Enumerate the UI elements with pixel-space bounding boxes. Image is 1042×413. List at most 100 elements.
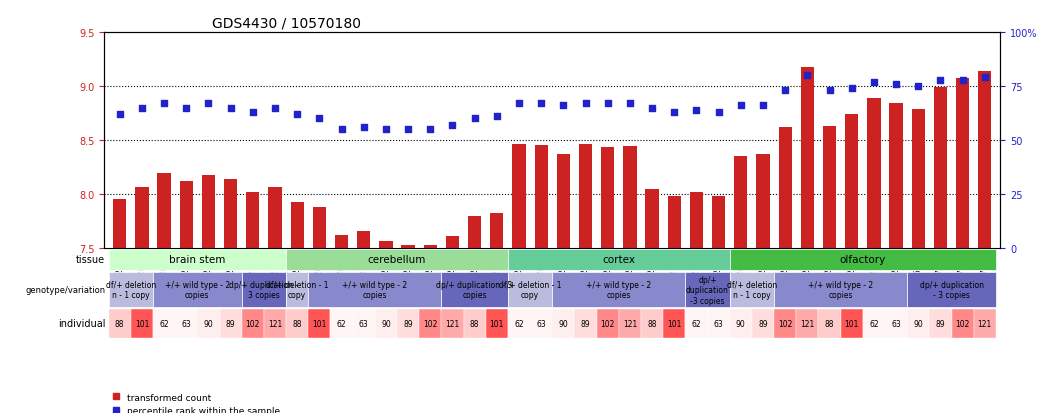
Point xyxy=(200,101,217,107)
FancyBboxPatch shape xyxy=(774,272,908,308)
FancyBboxPatch shape xyxy=(242,309,264,338)
Text: tissue: tissue xyxy=(76,255,105,265)
Text: 121: 121 xyxy=(268,319,282,328)
Text: 90: 90 xyxy=(559,319,568,328)
Text: 89: 89 xyxy=(759,319,768,328)
Text: dp/+ duplication - 3
copies: dp/+ duplication - 3 copies xyxy=(437,280,513,300)
Bar xyxy=(823,126,836,248)
FancyBboxPatch shape xyxy=(108,249,287,271)
Point xyxy=(866,79,883,86)
FancyBboxPatch shape xyxy=(796,309,818,338)
Point xyxy=(821,88,838,95)
Bar xyxy=(712,197,725,248)
Text: 90: 90 xyxy=(736,319,746,328)
Text: 63: 63 xyxy=(181,319,191,328)
FancyBboxPatch shape xyxy=(729,309,752,338)
Point xyxy=(511,101,527,107)
Point xyxy=(333,126,350,133)
Point xyxy=(976,75,993,81)
Point xyxy=(622,101,639,107)
Text: +/+ wild type - 2
copies: +/+ wild type - 2 copies xyxy=(342,280,407,300)
FancyBboxPatch shape xyxy=(153,272,242,308)
Text: individual: individual xyxy=(57,318,105,328)
Point xyxy=(555,103,572,109)
Bar xyxy=(401,246,415,248)
Bar xyxy=(357,232,370,248)
FancyBboxPatch shape xyxy=(729,249,996,271)
FancyBboxPatch shape xyxy=(442,309,464,338)
Text: 62: 62 xyxy=(159,319,169,328)
Text: cortex: cortex xyxy=(602,255,636,265)
Bar xyxy=(246,192,259,248)
Text: df/+ deletion
n - 1 copy: df/+ deletion n - 1 copy xyxy=(726,280,777,300)
Bar xyxy=(845,115,859,248)
FancyBboxPatch shape xyxy=(375,309,397,338)
FancyBboxPatch shape xyxy=(397,309,419,338)
Text: 88: 88 xyxy=(293,319,302,328)
Point xyxy=(799,73,816,79)
FancyBboxPatch shape xyxy=(153,309,175,338)
Bar xyxy=(313,207,326,248)
FancyBboxPatch shape xyxy=(841,309,863,338)
Point xyxy=(644,105,661,112)
Bar xyxy=(424,246,437,248)
Bar xyxy=(890,104,902,248)
FancyBboxPatch shape xyxy=(131,309,153,338)
Text: 88: 88 xyxy=(470,319,479,328)
Bar xyxy=(934,88,947,248)
Text: GDS4430 / 10570180: GDS4430 / 10570180 xyxy=(212,17,361,31)
Bar xyxy=(601,148,615,248)
FancyBboxPatch shape xyxy=(641,309,663,338)
Text: +/+ wild type - 2
copies: +/+ wild type - 2 copies xyxy=(165,280,230,300)
FancyBboxPatch shape xyxy=(197,309,220,338)
Bar xyxy=(668,197,680,248)
Text: 121: 121 xyxy=(445,319,460,328)
Point xyxy=(155,101,172,107)
Text: cerebellum: cerebellum xyxy=(368,255,426,265)
Point xyxy=(954,77,971,83)
Point xyxy=(400,126,417,133)
Bar xyxy=(556,154,570,248)
Text: 102: 102 xyxy=(600,319,615,328)
Point xyxy=(933,77,949,83)
Bar xyxy=(800,67,814,248)
Point xyxy=(489,114,505,120)
Bar xyxy=(114,199,126,248)
Point xyxy=(111,112,128,118)
FancyBboxPatch shape xyxy=(729,272,774,308)
Text: 90: 90 xyxy=(381,319,391,328)
Legend: transformed count, percentile rank within the sample: transformed count, percentile rank withi… xyxy=(108,389,283,413)
FancyBboxPatch shape xyxy=(951,309,973,338)
Point xyxy=(245,109,262,116)
Point xyxy=(843,85,860,92)
Point xyxy=(711,109,727,116)
Text: 88: 88 xyxy=(825,319,835,328)
FancyBboxPatch shape xyxy=(863,309,885,338)
FancyBboxPatch shape xyxy=(885,309,908,338)
Point xyxy=(311,116,327,122)
FancyBboxPatch shape xyxy=(287,309,308,338)
FancyBboxPatch shape xyxy=(486,309,507,338)
Point xyxy=(444,122,461,129)
Bar xyxy=(690,192,703,248)
Bar xyxy=(978,72,991,248)
Text: 63: 63 xyxy=(358,319,369,328)
Text: +/+ wild type - 2
copies: +/+ wild type - 2 copies xyxy=(808,280,873,300)
FancyBboxPatch shape xyxy=(287,249,507,271)
Text: dp/+
duplication
-3 copies: dp/+ duplication -3 copies xyxy=(686,275,729,305)
FancyBboxPatch shape xyxy=(597,309,619,338)
Text: 62: 62 xyxy=(337,319,346,328)
Point xyxy=(688,107,704,114)
Point xyxy=(267,105,283,112)
FancyBboxPatch shape xyxy=(908,309,929,338)
FancyBboxPatch shape xyxy=(663,309,686,338)
FancyBboxPatch shape xyxy=(818,309,841,338)
Text: dp/+ duplication -
3 copies: dp/+ duplication - 3 copies xyxy=(229,280,298,300)
Point xyxy=(133,105,150,112)
FancyBboxPatch shape xyxy=(507,249,729,271)
Bar xyxy=(956,79,969,248)
Text: 101: 101 xyxy=(313,319,326,328)
Text: df/+ deletion
n - 1 copy: df/+ deletion n - 1 copy xyxy=(105,280,156,300)
Bar xyxy=(867,99,880,248)
Point xyxy=(577,101,594,107)
